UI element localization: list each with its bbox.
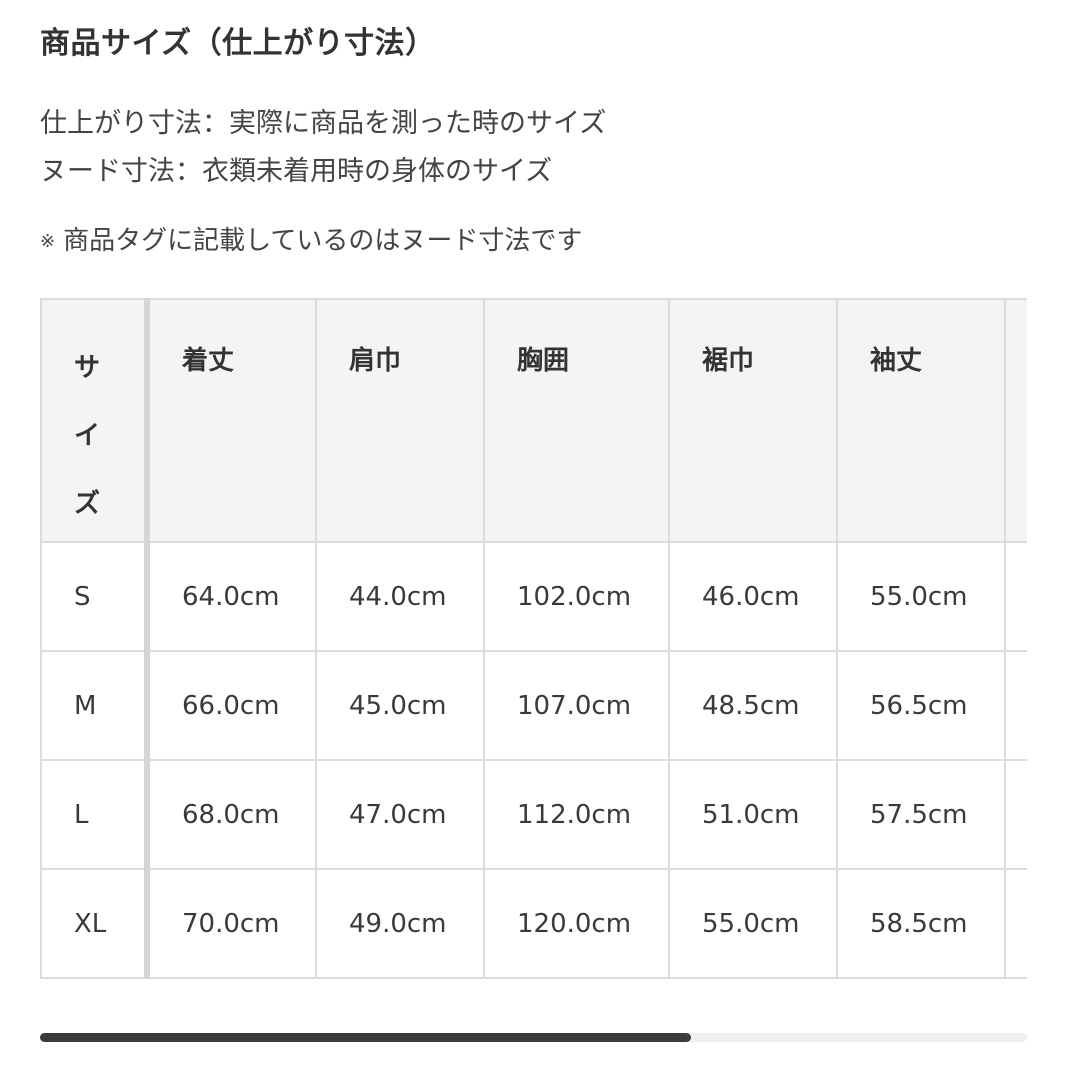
- size-label-cell: L: [40, 759, 150, 870]
- size-descriptions: 仕上がり寸法：実際に商品を測った時のサイズ ヌード寸法：衣類未着用時の身体のサイ…: [40, 100, 606, 196]
- measurement-cell: 107.0cm: [483, 650, 670, 761]
- table-row: XL 70.0cm 49.0cm 120.0cm 55.0cm 58.5cm: [40, 868, 1027, 979]
- scrollbar-thumb[interactable]: [40, 1033, 692, 1042]
- measurement-cell: 44.0cm: [315, 541, 485, 652]
- measurement-cell: 46.0cm: [668, 541, 838, 652]
- measurement-cell: [1004, 759, 1027, 870]
- page-title: 商品サイズ（仕上がり寸法）: [40, 26, 436, 61]
- table-row: S 64.0cm 44.0cm 102.0cm 46.0cm 55.0cm: [40, 541, 1027, 652]
- tag-note: ※ 商品タグに記載しているのはヌード寸法です: [40, 220, 582, 257]
- nude-size-description: ヌード寸法：衣類未着用時の身体のサイズ: [40, 156, 553, 187]
- column-header: [1004, 298, 1027, 543]
- measurement-cell: [1004, 650, 1027, 761]
- table-header-row: サイズ 着丈 肩巾 胸囲 裾巾 袖丈: [40, 298, 1027, 543]
- size-label-cell: XL: [40, 868, 150, 979]
- horizontal-scrollbar[interactable]: [40, 1033, 1027, 1042]
- measurement-cell: 56.5cm: [836, 650, 1006, 761]
- column-header: サイズ: [40, 298, 150, 543]
- measurement-cell: 64.0cm: [146, 541, 317, 652]
- measurement-cell: 70.0cm: [146, 868, 317, 979]
- measurement-cell: 55.0cm: [668, 868, 838, 979]
- measurement-cell: 102.0cm: [483, 541, 670, 652]
- note-text: 商品タグに記載しているのはヌード寸法です: [63, 226, 583, 256]
- measurement-cell: [1004, 868, 1027, 979]
- measurement-cell: 66.0cm: [146, 650, 317, 761]
- table-row: M 66.0cm 45.0cm 107.0cm 48.5cm 56.5cm: [40, 650, 1027, 761]
- measurement-cell: 58.5cm: [836, 868, 1006, 979]
- column-header: 胸囲: [483, 298, 670, 543]
- size-table-scroll-container[interactable]: サイズ 着丈 肩巾 胸囲 裾巾 袖丈 S 64.0cm 44.0cm 102.0cm 46.0cm…: [40, 298, 1027, 979]
- column-header: 肩巾: [315, 298, 485, 543]
- measurement-cell: 57.5cm: [836, 759, 1006, 870]
- table-row: L 68.0cm 47.0cm 112.0cm 51.0cm 57.5cm: [40, 759, 1027, 870]
- measurement-cell: 55.0cm: [836, 541, 1006, 652]
- size-label-cell: M: [40, 650, 150, 761]
- measurement-cell: 47.0cm: [315, 759, 485, 870]
- column-header: 裾巾: [668, 298, 838, 543]
- measurement-cell: [1004, 541, 1027, 652]
- measurement-cell: 51.0cm: [668, 759, 838, 870]
- measurement-cell: 112.0cm: [483, 759, 670, 870]
- column-header: 着丈: [146, 298, 317, 543]
- size-label-cell: S: [40, 541, 150, 652]
- size-table: サイズ 着丈 肩巾 胸囲 裾巾 袖丈 S 64.0cm 44.0cm 102.0cm 46.0cm…: [40, 298, 1027, 979]
- measurement-cell: 68.0cm: [146, 759, 317, 870]
- finished-size-description: 仕上がり寸法：実際に商品を測った時のサイズ: [40, 108, 607, 139]
- measurement-cell: 45.0cm: [315, 650, 485, 761]
- measurement-cell: 48.5cm: [668, 650, 838, 761]
- measurement-cell: 49.0cm: [315, 868, 485, 979]
- reference-mark-icon: ※: [40, 231, 56, 252]
- measurement-cell: 120.0cm: [483, 868, 670, 979]
- column-header: 袖丈: [836, 298, 1006, 543]
